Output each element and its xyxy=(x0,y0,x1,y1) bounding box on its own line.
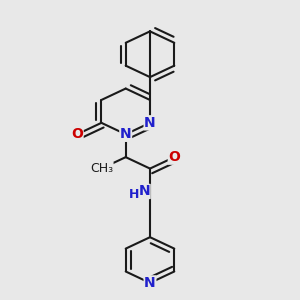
Text: H: H xyxy=(129,188,140,201)
Text: CH₃: CH₃ xyxy=(90,162,113,175)
Text: N: N xyxy=(144,116,156,130)
Text: N: N xyxy=(120,127,131,141)
Text: O: O xyxy=(71,127,83,141)
Text: N: N xyxy=(144,276,156,290)
Text: O: O xyxy=(168,150,180,164)
Text: N: N xyxy=(139,184,150,199)
